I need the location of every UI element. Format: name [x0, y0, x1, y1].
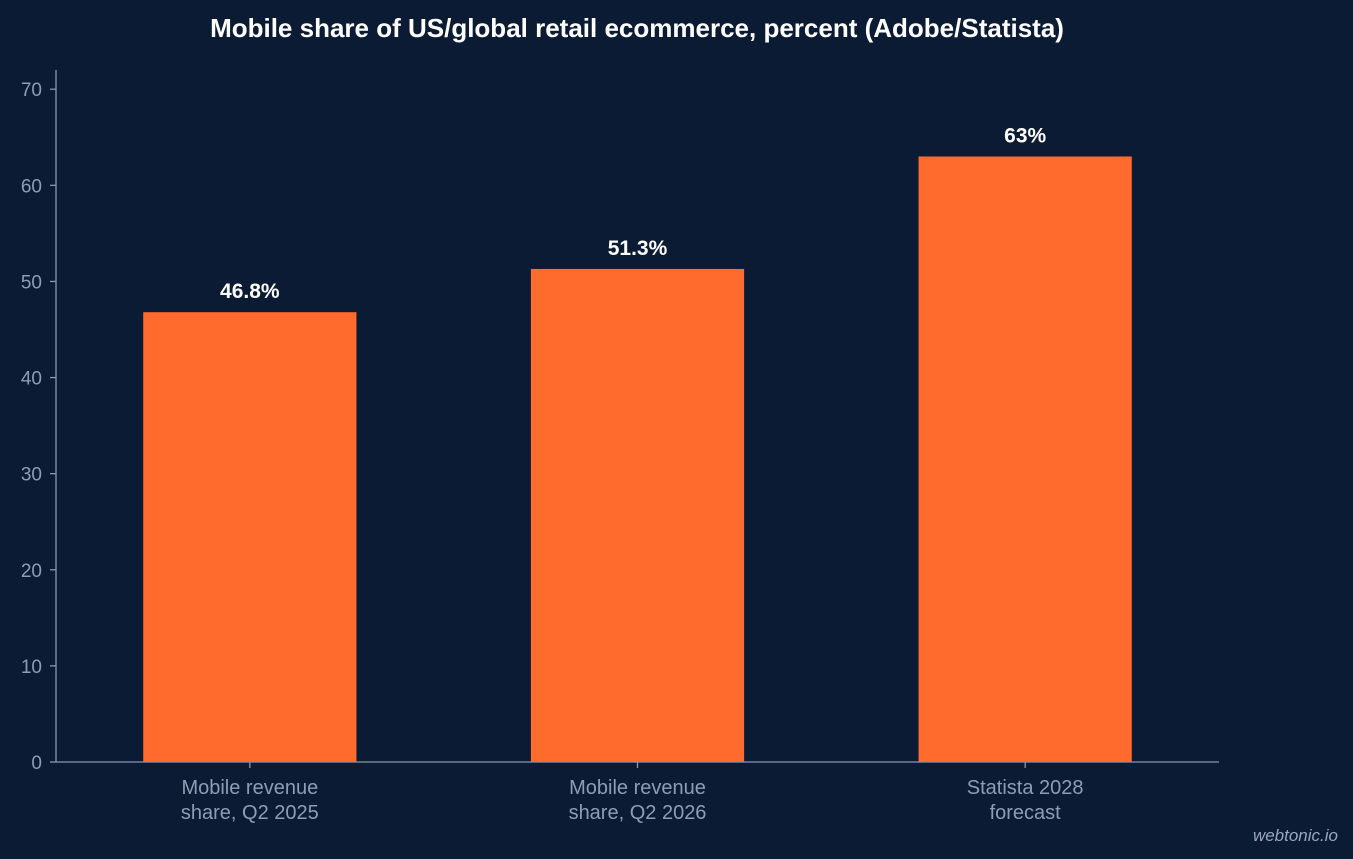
- bar: [918, 156, 1132, 762]
- y-tick-label: 30: [21, 465, 42, 486]
- y-tick-label: 20: [21, 561, 42, 582]
- x-tick-label: share, Q2 2025: [181, 802, 319, 824]
- y-tick-label: 70: [21, 80, 42, 101]
- bar-value-label: 63%: [1004, 125, 1046, 148]
- x-tick-label: share, Q2 2026: [569, 802, 707, 824]
- watermark: webtonic.io: [1253, 826, 1338, 845]
- chart-title: Mobile share of US/global retail ecommer…: [210, 13, 1064, 43]
- y-tick-label: 0: [31, 753, 42, 774]
- bar: [143, 312, 357, 762]
- bar: [530, 268, 745, 762]
- y-tick-label: 60: [21, 176, 42, 197]
- x-tick-label: forecast: [990, 802, 1062, 824]
- bar-value-label: 46.8%: [220, 280, 280, 303]
- y-tick-label: 50: [21, 272, 42, 293]
- x-axis: Mobile revenue share, Q2 2025 Mobile reven…: [56, 761, 1219, 824]
- bar-value-label: 51.3%: [608, 237, 668, 260]
- x-tick-label: Mobile revenue: [569, 777, 706, 799]
- y-tick-label: 40: [21, 369, 42, 390]
- bars: 46.8% 51.3% 63%: [143, 125, 1132, 762]
- x-tick-label: Statista 2028: [967, 777, 1084, 799]
- y-axis: 0 10 20 30 40 50 60 70: [21, 70, 57, 774]
- x-tick-label: Mobile revenue: [181, 777, 318, 799]
- y-tick-label: 10: [21, 657, 42, 678]
